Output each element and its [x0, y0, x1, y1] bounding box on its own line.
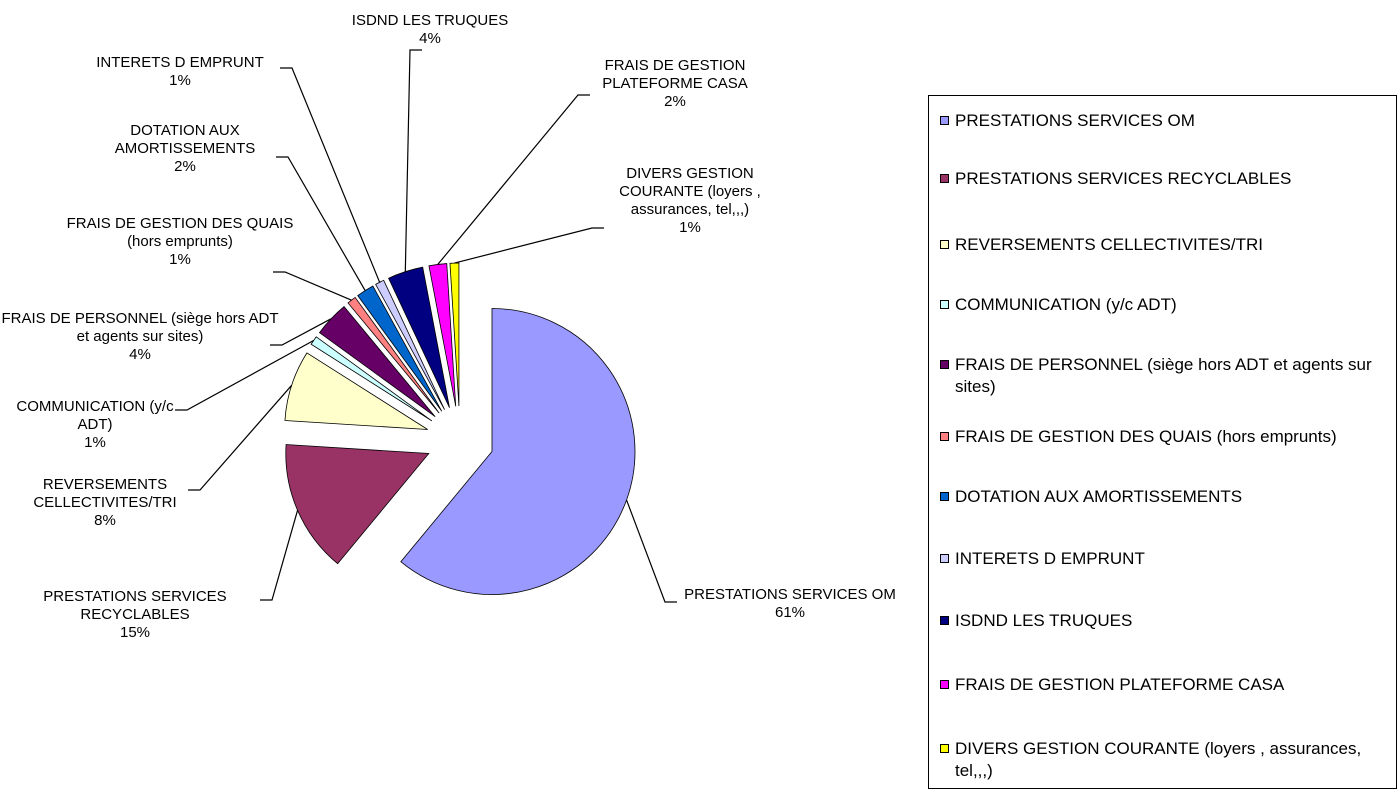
legend-item: FRAIS DE GESTION PLATEFORME CASA	[937, 674, 1395, 696]
slice-label: FRAIS DE PERSONNEL (siège hors ADT et ag…	[0, 310, 280, 364]
category-label: COMMUNICATION (y/c ADT)	[16, 398, 174, 433]
legend-label: FRAIS DE GESTION PLATEFORME CASA	[955, 675, 1285, 694]
legend-item: PRESTATIONS SERVICES OM	[937, 110, 1395, 132]
slice-label: PRESTATIONS SERVICES OM 61%	[665, 586, 915, 622]
value-label: 4%	[419, 30, 441, 47]
category-label: FRAIS DE PERSONNEL (siège hors ADT et ag…	[1, 310, 279, 345]
slice-label: FRAIS DE GESTION DES QUAIS (hors emprunt…	[60, 215, 300, 269]
legend-label: REVERSEMENTS CELLECTIVITES/TRI	[955, 235, 1263, 254]
value-label: 2%	[664, 93, 686, 110]
legend-label: INTERETS D EMPRUNT	[955, 549, 1145, 568]
value-label: 1%	[169, 72, 191, 89]
leader-line	[175, 339, 314, 411]
category-label: REVERSEMENTS CELLECTIVITES/TRI	[33, 476, 177, 511]
legend-label: DIVERS GESTION COURANTE (loyers , assura…	[955, 739, 1362, 780]
legend-label: FRAIS DE PERSONNEL (siège hors ADT et ag…	[955, 355, 1372, 396]
leader-line	[260, 510, 299, 601]
pie-slice	[449, 262, 460, 407]
legend-item: PRESTATIONS SERVICES RECYCLABLES	[937, 168, 1395, 190]
value-label: 2%	[174, 158, 196, 175]
category-label: PRESTATIONS SERVICES OM	[684, 586, 896, 603]
slice-label: INTERETS D EMPRUNT 1%	[60, 54, 300, 90]
value-label: 1%	[84, 434, 106, 451]
leader-line	[188, 384, 293, 491]
legend-swatch	[940, 300, 949, 309]
legend-label: PRESTATIONS SERVICES OM	[955, 111, 1195, 130]
pie-slice	[347, 296, 440, 414]
category-label: DOTATION AUX AMORTISSEMENTS	[114, 122, 256, 157]
legend-swatch	[940, 554, 949, 563]
slice-label: ISDND LES TRUQUES 4%	[320, 12, 540, 48]
legend: PRESTATIONS SERVICES OM PRESTATIONS SERVI…	[928, 95, 1397, 789]
leader-line	[273, 271, 352, 301]
legend-label: DOTATION AUX AMORTISSEMENTS	[955, 487, 1243, 506]
slice-label: REVERSEMENTS CELLECTIVITES/TRI 8%	[5, 476, 205, 530]
value-label: 15%	[119, 624, 151, 641]
category-label: FRAIS DE GESTION PLATEFORME CASA	[602, 57, 748, 92]
leader-line	[276, 156, 366, 291]
legend-swatch	[940, 680, 949, 689]
leader-line	[437, 94, 590, 265]
legend-swatch	[940, 360, 949, 369]
value-label: 4%	[129, 346, 151, 363]
legend-label: PRESTATIONS SERVICES RECYCLABLES	[955, 169, 1292, 188]
legend-label: FRAIS DE GESTION DES QUAIS (hors emprunt…	[955, 427, 1337, 446]
category-label: INTERETS D EMPRUNT	[96, 54, 264, 71]
pie-slice	[400, 308, 636, 595]
slice-label: PRESTATIONS SERVICES RECYCLABLES 15%	[0, 588, 270, 642]
pie-area	[175, 49, 677, 603]
legend-swatch	[940, 116, 949, 125]
legend-swatch	[940, 744, 949, 753]
legend-swatch	[940, 432, 949, 441]
legend-swatch	[940, 240, 949, 249]
leader-line	[280, 67, 381, 283]
pie-slice	[375, 279, 445, 410]
leader-line	[454, 227, 604, 264]
category-label: DIVERS GESTION COURANTE (loyers , assura…	[619, 165, 761, 218]
category-label: FRAIS DE GESTION DES QUAIS (hors emprunt…	[66, 215, 294, 250]
value-label: 1%	[169, 251, 191, 268]
category-label: PRESTATIONS SERVICES RECYCLABLES	[43, 588, 227, 623]
pie-slice	[285, 444, 430, 565]
legend-swatch	[940, 174, 949, 183]
pie-slice	[284, 352, 428, 430]
value-label: 1%	[679, 219, 701, 236]
legend-label: ISDND LES TRUQUES	[955, 611, 1133, 630]
legend-item: DOTATION AUX AMORTISSEMENTS	[937, 486, 1395, 508]
legend-item: INTERETS D EMPRUNT	[937, 548, 1395, 570]
slice-label: DIVERS GESTION COURANTE (loyers , assura…	[590, 165, 790, 237]
legend-item: COMMUNICATION (y/c ADT)	[937, 294, 1395, 316]
leader-line	[404, 49, 422, 272]
pie-slice	[388, 266, 450, 408]
legend-label: COMMUNICATION (y/c ADT)	[955, 295, 1177, 314]
slice-label: COMMUNICATION (y/c ADT) 1%	[5, 398, 185, 452]
legend-swatch	[940, 492, 949, 501]
legend-item: DIVERS GESTION COURANTE (loyers , assura…	[937, 738, 1395, 782]
legend-item: FRAIS DE GESTION DES QUAIS (hors emprunt…	[937, 426, 1395, 448]
category-label: ISDND LES TRUQUES	[351, 12, 509, 29]
slice-label: FRAIS DE GESTION PLATEFORME CASA 2%	[565, 57, 785, 111]
leader-line	[270, 318, 332, 346]
legend-item: FRAIS DE PERSONNEL (siège hors ADT et ag…	[937, 354, 1395, 398]
slice-label: DOTATION AUX AMORTISSEMENTS 2%	[85, 122, 285, 176]
value-label: 61%	[774, 604, 806, 621]
leader-line	[625, 499, 677, 603]
value-label: 8%	[94, 512, 116, 529]
legend-item: ISDND LES TRUQUES	[937, 610, 1395, 632]
legend-item: REVERSEMENTS CELLECTIVITES/TRI	[937, 234, 1395, 256]
legend-swatch	[940, 616, 949, 625]
